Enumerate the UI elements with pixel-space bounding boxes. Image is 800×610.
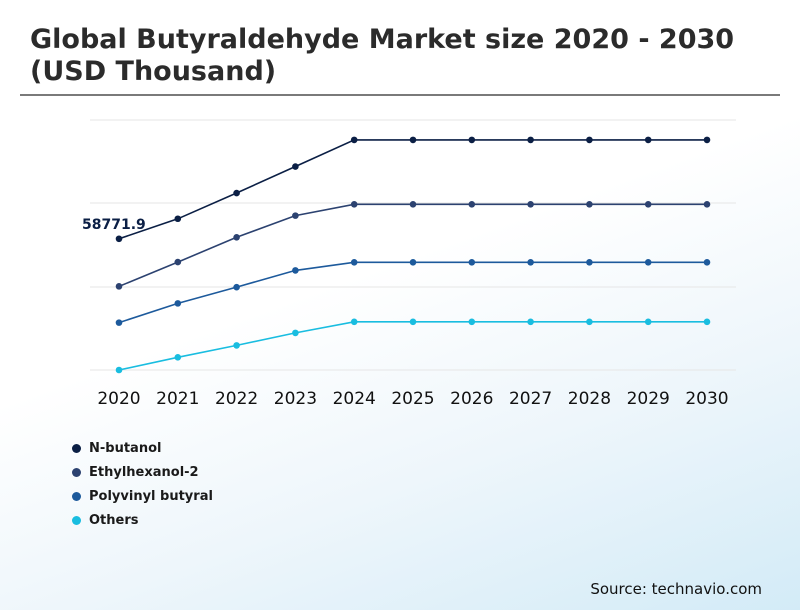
data-point [409,318,417,326]
data-point [703,136,711,144]
data-point [233,189,240,197]
data-point [233,342,240,349]
series-line [118,320,707,371]
data-point [115,235,123,243]
x-tick-label: 2023 [274,389,317,409]
source-note: Source: technavio.com [590,580,762,598]
x-tick-label: 2026 [450,389,493,409]
data-point [703,200,711,208]
legend: N-butanol Ethylhexanol-2 Polyvinyl butyral… [72,436,213,532]
data-point [586,136,593,144]
legend-swatch [72,491,81,501]
data-point [586,258,593,266]
x-tick-label: 2027 [509,389,552,409]
data-point [292,212,299,219]
data-label: 58771.9 [82,217,146,233]
legend-item: N-butanol [72,436,213,460]
legend-item: Polyvinyl butyral [72,484,213,508]
data-point [703,258,711,266]
data-point [409,136,417,144]
x-tick-label: 2022 [215,389,258,409]
x-tick-label: 2024 [333,389,376,409]
data-point [586,318,593,326]
x-tick-label: 2030 [685,389,728,409]
gridlines [90,119,736,371]
data-point [644,200,652,208]
data-point [409,200,417,208]
data-point [115,283,123,290]
series-line [118,139,707,240]
title-divider [20,94,780,96]
data-point [468,200,476,208]
data-point [409,258,417,266]
annotations: 58771.9 [82,217,146,233]
data-point [174,354,182,361]
series-lines [118,139,707,371]
legend-swatch [72,443,81,453]
data-point [527,136,534,144]
data-point [350,200,358,208]
line-chart: 58771.9 2020 2021 2022 2023 2024 2025 2026 2027… [82,119,736,409]
x-tick-label: 2020 [97,389,140,409]
series-line [118,203,707,288]
data-point [174,215,182,223]
legend-item: Ethylhexanol-2 [72,460,213,484]
data-point [468,136,476,144]
data-point [644,318,652,326]
x-tick-label: 2025 [391,389,434,409]
data-point [292,267,299,274]
legend-label: Polyvinyl butyral [89,488,213,504]
x-tick-label: 2021 [156,389,199,409]
legend-swatch [72,515,81,525]
data-point [174,300,182,307]
legend-swatch [72,467,81,477]
chart-title: Global Butyraldehyde Market size 2020 - … [30,24,735,87]
series-line [118,261,707,324]
x-tick-label: 2028 [568,389,611,409]
data-point [350,318,358,326]
data-point [292,163,299,170]
data-point [527,258,534,266]
legend-label: Ethylhexanol-2 [89,464,199,480]
data-point [292,329,299,337]
data-point [115,319,123,326]
x-tick-label: 2029 [627,389,670,409]
legend-label: Others [89,512,139,528]
data-point [350,136,358,144]
data-point [468,258,476,266]
data-point [115,366,123,374]
data-point [527,200,534,208]
legend-item: Others [72,508,213,532]
data-point [644,258,652,266]
data-point [527,318,534,326]
data-point [350,258,358,266]
data-point [586,200,593,208]
legend-label: N-butanol [89,440,162,456]
data-point [703,318,711,326]
data-point [233,283,240,291]
series-points [115,136,711,374]
data-point [233,233,240,241]
data-point [468,318,476,326]
data-point [644,136,652,144]
data-point [174,258,182,266]
x-axis-ticks: 2020 2021 2022 2023 2024 2025 2026 2027 2028 2029… [97,389,728,409]
